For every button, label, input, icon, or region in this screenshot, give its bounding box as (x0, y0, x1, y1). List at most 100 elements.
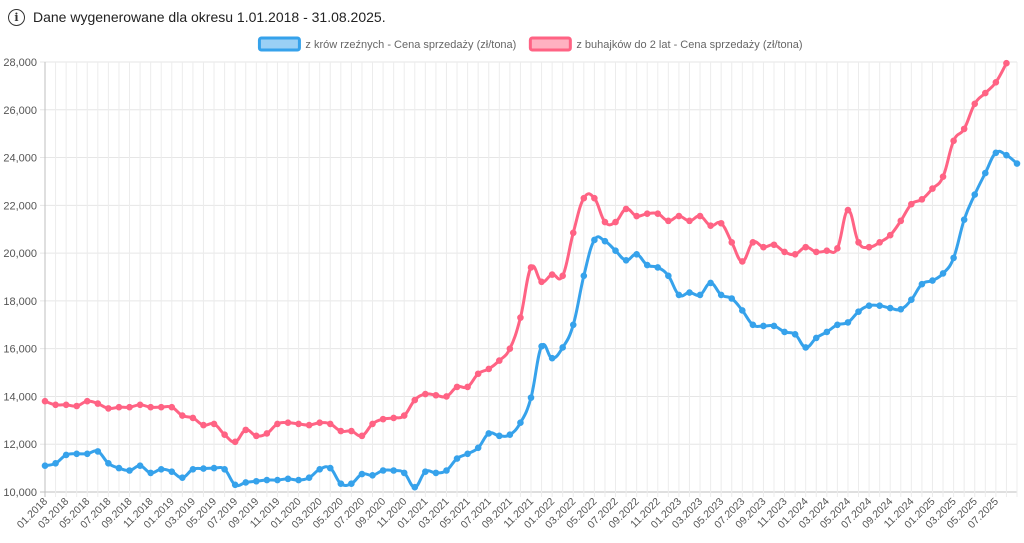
data-point (580, 194, 588, 202)
data-point (52, 401, 59, 409)
data-point (612, 218, 619, 226)
series-1 (41, 149, 1021, 491)
legend-swatch (528, 36, 572, 52)
data-point (633, 251, 640, 258)
data-point (559, 344, 566, 351)
data-point (422, 390, 429, 398)
data-point (527, 394, 535, 401)
data-point (369, 420, 376, 428)
data-point (231, 481, 239, 489)
data-point (284, 419, 292, 427)
series-2 (41, 59, 1010, 446)
legend-swatch (257, 36, 301, 52)
data-point (770, 241, 778, 249)
data-point (1013, 160, 1021, 167)
data-point (168, 403, 176, 411)
data-point (823, 328, 831, 336)
data-point (83, 397, 91, 405)
data-point (115, 403, 123, 411)
y-tick-label: 18,000 (3, 296, 37, 308)
data-point (876, 302, 883, 309)
data-point (908, 296, 915, 303)
data-point (844, 319, 852, 326)
data-point (739, 258, 746, 265)
data-point (432, 391, 440, 399)
series-line (44, 62, 1008, 444)
data-point (591, 194, 598, 202)
data-point (274, 420, 281, 428)
data-point (83, 450, 91, 458)
data-point (707, 222, 714, 229)
data-point (443, 393, 450, 400)
data-point (686, 289, 693, 296)
data-point (728, 295, 736, 302)
info-icon[interactable]: i (8, 8, 25, 26)
y-tick-label: 10,000 (3, 487, 37, 499)
data-point (210, 420, 218, 428)
data-point (453, 383, 461, 391)
data-point (643, 210, 651, 217)
x-axis: 01.201803.201805.201807.201809.201811.20… (15, 496, 1001, 531)
data-point (591, 236, 598, 244)
info-bar: i Dane wygenerowane dla okresu 1.01.2018… (8, 6, 386, 28)
data-point (675, 212, 683, 220)
data-point (897, 305, 905, 313)
data-point (390, 414, 397, 422)
data-point (168, 468, 176, 475)
data-point (855, 308, 862, 315)
data-point (200, 421, 207, 429)
data-point (834, 321, 841, 329)
data-point (210, 464, 218, 472)
data-point (886, 304, 894, 312)
data-point (929, 185, 936, 192)
data-point (115, 464, 123, 472)
data-point (94, 448, 102, 455)
data-point (812, 334, 820, 342)
data-point (802, 243, 809, 251)
info-text: Dane wygenerowane dla okresu 1.01.2018 -… (33, 9, 386, 25)
data-point (305, 474, 313, 481)
data-point (728, 239, 736, 246)
data-point (126, 467, 133, 474)
data-point (686, 217, 693, 225)
data-point (760, 322, 767, 330)
data-point (971, 100, 979, 108)
data-point (538, 342, 545, 350)
data-point (717, 291, 725, 299)
data-point (517, 419, 524, 427)
data-point (189, 414, 197, 422)
data-point (665, 272, 672, 280)
legend-label: z buhajków do 2 lat - Cena sprzedaży (zł… (576, 39, 802, 51)
data-point (960, 216, 968, 223)
y-tick-label: 22,000 (3, 200, 37, 212)
data-point (147, 469, 154, 477)
data-point (295, 476, 302, 484)
data-point (496, 432, 503, 440)
data-point (918, 280, 926, 288)
data-point (654, 264, 662, 271)
data-point (559, 272, 566, 280)
data-point (633, 212, 640, 220)
data-point (73, 450, 80, 458)
data-point (791, 251, 799, 258)
data-point (612, 247, 619, 255)
data-point (580, 272, 588, 280)
data-point (62, 451, 70, 459)
data-point (284, 475, 292, 483)
data-point (358, 470, 366, 478)
data-point (221, 466, 228, 473)
data-point (876, 239, 883, 246)
data-point (105, 405, 112, 412)
data-point (834, 245, 841, 252)
data-point (812, 248, 820, 256)
data-point (157, 403, 165, 411)
data-point (960, 125, 968, 133)
y-axis: 10,000 12,000 14,000 16,000 18,000 20,000 22,0… (3, 57, 37, 499)
data-point (326, 464, 334, 472)
data-point (865, 243, 873, 251)
data-point (548, 271, 556, 278)
data-point (41, 462, 49, 470)
data-point (908, 200, 915, 208)
data-point (982, 169, 989, 177)
